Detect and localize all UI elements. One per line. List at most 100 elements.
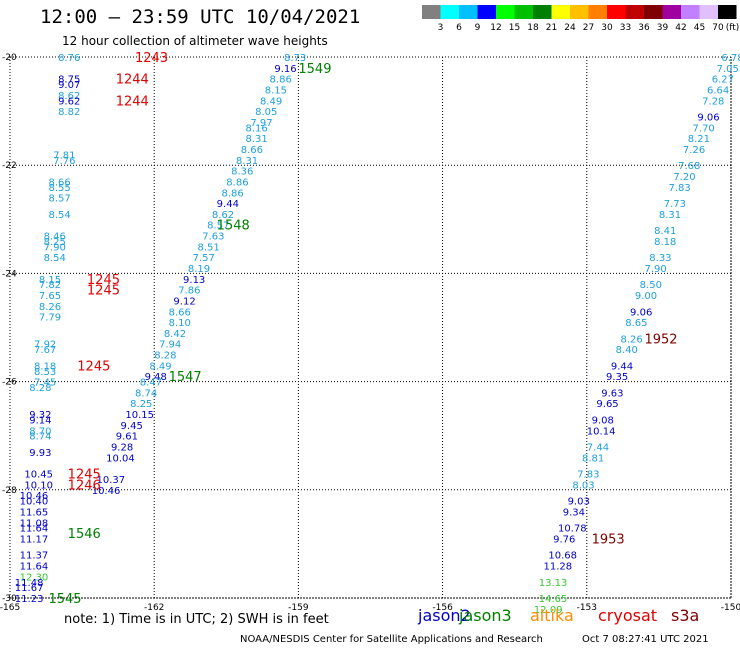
swh-value-label: 8.62 — [58, 91, 80, 102]
swh-value-label: 8.70 — [29, 426, 51, 437]
x-tick-label: -150 — [721, 603, 740, 613]
swh-value-label: 8.18 — [654, 237, 676, 248]
colorbar-swatch — [422, 5, 441, 19]
colorbar-swatch — [570, 5, 589, 19]
colorbar-label: 45 — [694, 23, 705, 33]
swh-value-label: 7.94 — [159, 340, 181, 351]
swh-value-label: 8.50 — [640, 280, 662, 291]
swh-value-label: 9.93 — [29, 448, 51, 459]
swh-value-label: 11.64 — [20, 524, 49, 535]
swh-value-label: 11.67 — [15, 583, 44, 594]
colorbar-label: 27 — [583, 23, 594, 33]
swh-value-label: 8.66 — [241, 145, 263, 156]
point-labels: 7.817.768.668.558.578.548.468.257.908.54… — [15, 53, 740, 616]
satellite-legend-jason3: jason3 — [459, 606, 512, 625]
pass-time-label: 1245 — [87, 273, 120, 288]
swh-value-label: 6.64 — [707, 85, 729, 96]
swh-value-label: 7.05 — [717, 64, 739, 75]
swh-value-label: 9.34 — [563, 507, 585, 518]
swh-value-label: 9.63 — [601, 388, 623, 399]
swh-value-label: 11.08 — [20, 518, 49, 529]
swh-value-label: 8.76 — [58, 53, 80, 64]
colorbar-swatch — [718, 5, 737, 19]
pass-time-label: 1953 — [592, 532, 625, 547]
y-tick-label: -28 — [2, 486, 17, 496]
swh-value-label: 8.46 — [44, 232, 66, 243]
y-tick-label: -24 — [2, 269, 17, 279]
colorbar-label: 3 — [438, 23, 444, 33]
swh-value-label: 7.81 — [53, 150, 75, 161]
swh-value-label: 8.66 — [169, 307, 191, 318]
pass-time-label: 1548 — [217, 219, 250, 234]
swh-value-label: 8.15 — [265, 85, 287, 96]
swh-value-label: 9.12 — [173, 296, 195, 307]
swh-value-label: 9.44 — [611, 361, 633, 372]
satellite-legend-altika: altika — [530, 606, 574, 625]
colorbar-swatch — [662, 5, 681, 19]
x-tick-label: -165 — [0, 603, 20, 613]
swh-value-label: 7.63 — [202, 232, 224, 243]
pass-time-label: 1243 — [135, 51, 168, 66]
swh-value-label: 7.90 — [644, 264, 666, 275]
swh-value-label: 8.36 — [231, 167, 253, 178]
colorbar-label: 12 — [490, 23, 501, 33]
chart-subtitle: 12 hour collection of altimeter wave hei… — [62, 34, 328, 48]
swh-value-label: 7.28 — [702, 96, 724, 107]
swh-value-label: 8.16 — [246, 123, 268, 134]
colorbar-swatch — [440, 5, 459, 19]
swh-value-label: 9.35 — [606, 372, 628, 383]
swh-value-label: 7.45 — [34, 378, 56, 389]
pass-time-label: 1246 — [68, 478, 101, 493]
swh-value-label: 7.90 — [44, 242, 66, 253]
swh-value-label: 8.05 — [255, 107, 277, 118]
pass-time-label: 1244 — [116, 94, 149, 109]
colorbar-label: 33 — [620, 23, 631, 33]
swh-value-label: 8.15 — [39, 275, 61, 286]
credit-line: NOAA/NESDIS Center for Satellite Applica… — [240, 634, 543, 645]
swh-value-label: 9.06 — [630, 307, 652, 318]
x-tick-label: -156 — [432, 603, 453, 613]
satellite-legend-s3a: s3a — [671, 606, 700, 625]
swh-value-label: 9.45 — [121, 421, 143, 432]
pass-time-label: 1952 — [644, 332, 677, 347]
swh-value-label: 8.86 — [270, 75, 292, 86]
swh-value-label: 9.08 — [592, 415, 614, 426]
swh-value-label: 8.54 — [48, 210, 70, 221]
swh-value-label: 8.42 — [164, 329, 186, 340]
colorbar-swatch — [644, 5, 663, 19]
swh-value-label: 9.76 — [553, 534, 575, 545]
colorbar-legend: 3 6 9 12 15 18 21 24 27 30 33 36 39 42 45 70 (ft) — [422, 5, 739, 33]
swh-value-label: 8.33 — [649, 253, 671, 264]
swh-value-label: 8.54 — [44, 253, 66, 264]
colorbar-label: 24 — [564, 23, 576, 33]
swh-value-label: 8.28 — [29, 383, 51, 394]
swh-value-label: 8.18 — [34, 361, 56, 372]
colorbar-swatch — [477, 5, 496, 19]
colorbar-label: 15 — [509, 23, 520, 33]
swh-value-label: 9.07 — [58, 80, 80, 91]
swh-value-label: 7.68 — [678, 161, 700, 172]
swh-value-label: 7.67 — [34, 345, 56, 356]
swh-value-label: 8.55 — [48, 183, 70, 194]
swh-value-label: 8.74 — [29, 432, 51, 443]
swh-value-label: 10.78 — [558, 524, 587, 535]
colorbar-swatch — [496, 5, 515, 19]
colorbar-label: 70 — [712, 23, 724, 33]
pass-time-label: 1549 — [298, 62, 331, 77]
swh-value-label: 7.26 — [683, 145, 705, 156]
swh-value-label: 7.70 — [693, 123, 715, 134]
swh-value-label: 8.86 — [221, 188, 243, 199]
swh-value-label: 11.65 — [20, 507, 49, 518]
axis-ticks: -165 -162 -159 -156 -153 -150 -20 -22 -24 -26 -28 -… — [0, 53, 740, 613]
colorbar-label: 18 — [527, 23, 539, 33]
swh-value-label: 7.97 — [250, 118, 272, 129]
swh-value-label: 8.31 — [659, 210, 681, 221]
swh-value-label: 7.92 — [34, 340, 56, 351]
y-tick-label: -30 — [2, 594, 17, 604]
swh-value-label: 7.73 — [664, 199, 686, 210]
swh-value-label: 8.47 — [140, 378, 162, 389]
swh-value-label: 9.62 — [58, 96, 80, 107]
colorbar-swatch — [625, 5, 644, 19]
swh-value-label: 8.65 — [625, 318, 647, 329]
